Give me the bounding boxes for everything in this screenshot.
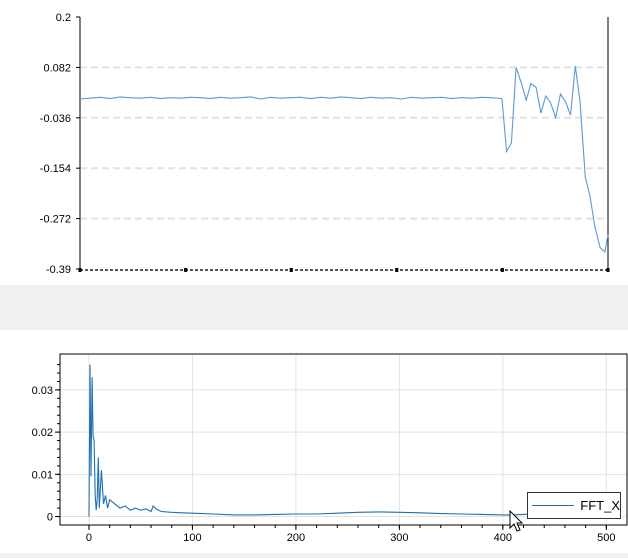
x-tick-label: 400 <box>494 532 512 544</box>
y-tick-label: 0.02 <box>32 427 53 439</box>
x-tick <box>500 268 504 272</box>
x-tick <box>606 268 610 272</box>
x-tick <box>184 268 188 272</box>
y-tick-label: -0.036 <box>40 113 71 125</box>
series-line <box>79 66 609 253</box>
x-tick <box>395 268 399 272</box>
x-tick-label: 500 <box>597 532 615 544</box>
x-tick <box>78 268 82 272</box>
bottom-chart-panel: 0 100 200 300 400 500 0 0.01 0.02 0.03 <box>0 330 628 553</box>
top-line-chart: 0.2 0.082 -0.036 -0.154 -0.272 -0.39 <box>40 12 610 276</box>
plot-frame <box>59 353 628 526</box>
y-tick-label: 0.2 <box>56 12 71 24</box>
fft-series-line <box>88 364 617 517</box>
fft-chart: 0 100 200 300 400 500 0 0.01 0.02 0.03 <box>32 353 628 544</box>
y-tick-label: -0.272 <box>40 214 71 226</box>
mouse-cursor-icon <box>509 510 524 532</box>
y-tick-label: 0.03 <box>32 385 53 397</box>
top-chart-panel: 0.2 0.082 -0.036 -0.154 -0.272 -0.39 <box>0 0 628 285</box>
chart-legend[interactable]: FFT_X <box>527 492 621 519</box>
y-tick-label: 0.082 <box>43 62 71 74</box>
x-tick-label: 0 <box>86 532 92 544</box>
x-tick-label: 200 <box>287 532 305 544</box>
legend-swatch <box>532 505 575 506</box>
x-tick <box>289 268 293 272</box>
y-tick-label: 0 <box>47 512 53 524</box>
x-tick-label: 300 <box>390 532 408 544</box>
y-tick-label: -0.154 <box>40 163 71 175</box>
y-tick-label: 0.01 <box>32 469 53 481</box>
legend-label: FFT_X <box>580 498 620 513</box>
y-tick-label: -0.39 <box>46 264 71 276</box>
x-tick-label: 100 <box>183 532 201 544</box>
